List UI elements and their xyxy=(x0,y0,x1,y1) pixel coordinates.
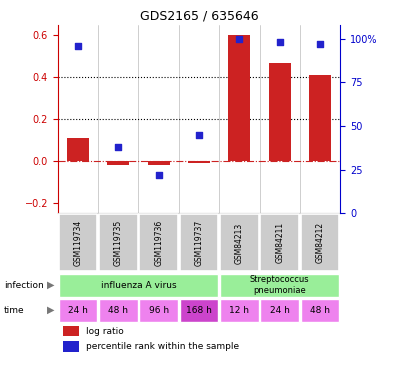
Text: time: time xyxy=(4,306,25,314)
Bar xyxy=(139,299,178,321)
Text: 96 h: 96 h xyxy=(148,306,169,314)
Bar xyxy=(63,326,79,336)
Bar xyxy=(228,35,250,161)
Text: GSM84213: GSM84213 xyxy=(235,222,244,263)
Text: GSM119736: GSM119736 xyxy=(154,220,163,266)
Text: 24 h: 24 h xyxy=(68,306,88,314)
Bar xyxy=(59,299,97,321)
Point xyxy=(236,36,242,42)
Point xyxy=(156,172,162,178)
Text: GSM84212: GSM84212 xyxy=(316,222,325,263)
Bar xyxy=(269,63,291,161)
Bar xyxy=(179,299,219,321)
Bar xyxy=(220,274,339,296)
Bar xyxy=(99,214,138,271)
Bar xyxy=(63,326,72,336)
Text: ▶: ▶ xyxy=(47,280,55,290)
Bar xyxy=(148,161,170,165)
Text: GSM119737: GSM119737 xyxy=(195,220,203,266)
Bar xyxy=(59,274,219,296)
Point xyxy=(115,144,121,150)
Bar xyxy=(107,161,129,165)
Text: 168 h: 168 h xyxy=(186,306,212,314)
Bar xyxy=(260,299,299,321)
Text: ▶: ▶ xyxy=(47,305,55,315)
Text: influenza A virus: influenza A virus xyxy=(101,281,176,290)
Text: Streptococcus
pneumoniae: Streptococcus pneumoniae xyxy=(250,275,310,295)
Text: infection: infection xyxy=(4,281,44,290)
Bar xyxy=(301,214,339,271)
Bar xyxy=(99,299,138,321)
Text: GSM119735: GSM119735 xyxy=(114,220,123,266)
Point xyxy=(317,41,323,47)
Text: log ratio: log ratio xyxy=(86,326,124,336)
Text: GSM84211: GSM84211 xyxy=(275,222,284,263)
Bar xyxy=(301,299,339,321)
Bar xyxy=(220,299,259,321)
Text: GSM119734: GSM119734 xyxy=(73,220,82,266)
Bar xyxy=(220,214,259,271)
Bar xyxy=(309,75,331,161)
Bar xyxy=(59,214,97,271)
Text: 48 h: 48 h xyxy=(108,306,128,314)
Bar xyxy=(260,214,299,271)
Title: GDS2165 / 635646: GDS2165 / 635646 xyxy=(140,9,258,22)
Point xyxy=(196,132,202,138)
Bar xyxy=(63,341,79,352)
Text: 48 h: 48 h xyxy=(310,306,330,314)
Text: 12 h: 12 h xyxy=(229,306,250,314)
Bar xyxy=(179,214,219,271)
Point xyxy=(277,39,283,45)
Text: 24 h: 24 h xyxy=(270,306,290,314)
Bar xyxy=(139,214,178,271)
Bar xyxy=(67,138,89,161)
Text: percentile rank within the sample: percentile rank within the sample xyxy=(86,342,239,351)
Bar xyxy=(188,161,210,163)
Point xyxy=(75,43,81,49)
